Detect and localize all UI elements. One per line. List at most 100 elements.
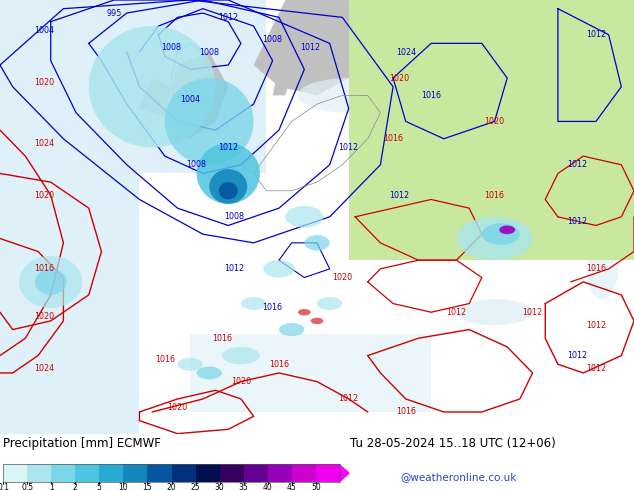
Bar [100, 465, 124, 482]
Ellipse shape [311, 318, 323, 324]
Bar [139, 0, 266, 173]
Text: 1004: 1004 [34, 26, 55, 35]
Ellipse shape [165, 78, 254, 165]
Text: 1012: 1012 [218, 13, 238, 22]
Text: @weatheronline.co.uk: @weatheronline.co.uk [400, 472, 516, 482]
Text: 30: 30 [215, 483, 224, 490]
Text: 1008: 1008 [186, 160, 207, 169]
Ellipse shape [222, 347, 260, 364]
Text: 1024: 1024 [34, 139, 55, 147]
Bar [75, 465, 100, 482]
Bar [124, 465, 148, 482]
Text: 50: 50 [311, 483, 321, 490]
Text: 1016: 1016 [262, 303, 283, 313]
Text: 1012: 1012 [586, 30, 606, 39]
Text: 1012: 1012 [224, 265, 245, 273]
Text: 1008: 1008 [161, 43, 181, 52]
Bar [51, 465, 75, 482]
Ellipse shape [178, 358, 203, 371]
Text: 1008: 1008 [224, 212, 245, 221]
Text: 1016: 1016 [212, 334, 232, 343]
Text: 1012: 1012 [446, 308, 467, 317]
Text: 1020: 1020 [389, 74, 410, 82]
Ellipse shape [197, 143, 260, 204]
Text: 25: 25 [191, 483, 200, 490]
Text: 1012: 1012 [522, 308, 543, 317]
Text: 1012: 1012 [339, 143, 359, 152]
Bar [172, 465, 195, 482]
Text: 1012: 1012 [301, 43, 321, 52]
Text: 1016: 1016 [155, 355, 175, 365]
Text: 1008: 1008 [199, 48, 219, 56]
Text: 5: 5 [97, 483, 101, 490]
Polygon shape [139, 78, 171, 117]
Text: 1004: 1004 [180, 95, 200, 104]
Bar [148, 465, 172, 482]
Ellipse shape [456, 299, 533, 325]
Text: Tu 28-05-2024 15..18 UTC (12+06): Tu 28-05-2024 15..18 UTC (12+06) [350, 437, 556, 450]
Ellipse shape [209, 169, 247, 204]
Ellipse shape [586, 239, 618, 299]
Polygon shape [273, 65, 292, 96]
Text: 1020: 1020 [34, 78, 55, 87]
Text: 2: 2 [73, 483, 77, 490]
Text: 1016: 1016 [421, 91, 441, 100]
Text: 1016: 1016 [269, 360, 289, 369]
Text: 1016: 1016 [586, 265, 606, 273]
Bar [292, 465, 316, 482]
Ellipse shape [263, 260, 295, 277]
Text: 1020: 1020 [484, 117, 505, 126]
Text: 15: 15 [143, 483, 152, 490]
Text: 995: 995 [107, 8, 122, 18]
Text: 1012: 1012 [389, 191, 410, 199]
Bar [316, 465, 340, 482]
Polygon shape [254, 0, 368, 96]
Bar [0, 0, 139, 434]
Ellipse shape [197, 367, 222, 379]
Ellipse shape [35, 269, 67, 295]
Polygon shape [340, 465, 350, 482]
Bar [195, 465, 219, 482]
Bar [27, 465, 51, 482]
Bar [3, 465, 340, 482]
Text: 1020: 1020 [34, 191, 55, 199]
Ellipse shape [241, 297, 266, 310]
Text: 0.1: 0.1 [0, 483, 9, 490]
Text: 0.5: 0.5 [21, 483, 33, 490]
Text: 1012: 1012 [567, 160, 587, 169]
Text: 1012: 1012 [339, 394, 359, 403]
Ellipse shape [19, 256, 82, 308]
Ellipse shape [285, 206, 323, 228]
Text: 1012: 1012 [586, 364, 606, 373]
Text: 1016: 1016 [396, 408, 416, 416]
Ellipse shape [500, 225, 515, 234]
Text: 1012: 1012 [218, 143, 238, 152]
Text: 1012: 1012 [586, 321, 606, 330]
Bar [349, 0, 634, 260]
Text: 1016: 1016 [34, 265, 55, 273]
Text: 1020: 1020 [332, 273, 353, 282]
Ellipse shape [298, 309, 311, 316]
Ellipse shape [456, 217, 533, 260]
Text: 40: 40 [263, 483, 273, 490]
Text: Precipitation [mm] ECMWF: Precipitation [mm] ECMWF [3, 437, 161, 450]
Ellipse shape [219, 182, 238, 199]
Ellipse shape [482, 223, 520, 245]
Text: 1020: 1020 [167, 403, 188, 412]
Text: 1016: 1016 [383, 134, 403, 143]
Ellipse shape [279, 323, 304, 336]
Text: 1: 1 [49, 483, 53, 490]
Text: 10: 10 [119, 483, 128, 490]
Ellipse shape [304, 235, 330, 251]
Ellipse shape [89, 26, 216, 147]
Text: 1020: 1020 [231, 377, 251, 386]
Bar [219, 465, 243, 482]
Text: 1024: 1024 [34, 364, 55, 373]
Text: 1012: 1012 [567, 351, 587, 360]
Bar [243, 465, 268, 482]
Text: 1020: 1020 [34, 312, 55, 321]
Text: 20: 20 [167, 483, 176, 490]
Ellipse shape [298, 78, 399, 113]
Bar [190, 334, 431, 412]
Bar [3, 465, 27, 482]
